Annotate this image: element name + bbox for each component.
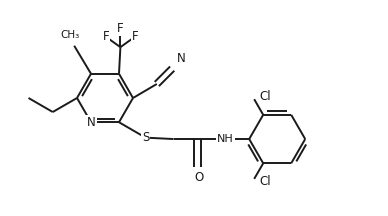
Text: NH: NH [217,134,234,144]
Text: O: O [195,171,204,184]
Text: Cl: Cl [259,90,271,103]
Text: Cl: Cl [259,175,271,188]
Text: N: N [87,116,95,129]
Text: S: S [142,131,149,144]
Text: F: F [132,30,139,43]
Text: F: F [102,30,109,43]
Text: F: F [117,22,124,35]
Text: N: N [177,52,186,65]
Text: CH₃: CH₃ [61,30,80,40]
